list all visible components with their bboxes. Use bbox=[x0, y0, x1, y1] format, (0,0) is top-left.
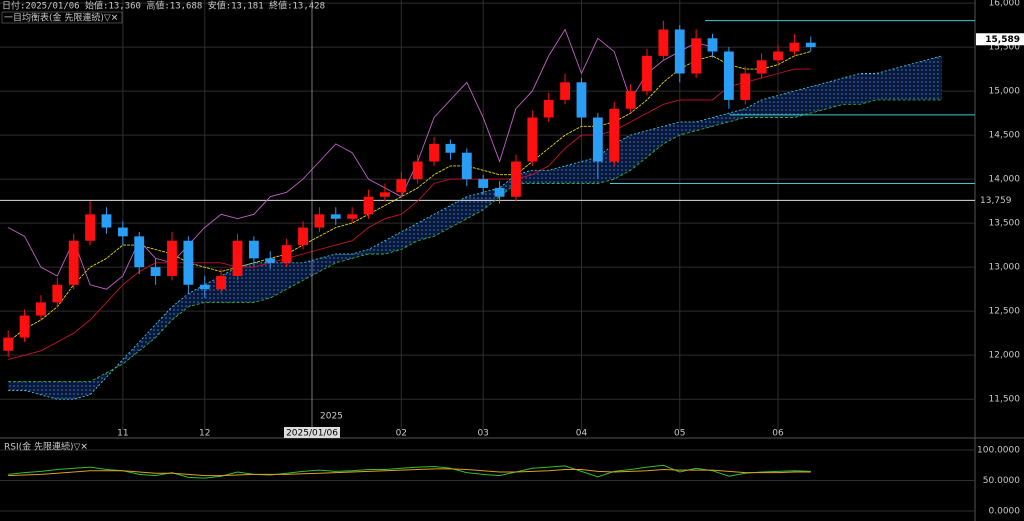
y-tick-label: 14,500 bbox=[989, 131, 1021, 141]
candle-body bbox=[412, 161, 423, 180]
y-tick-label: 14,000 bbox=[989, 175, 1021, 185]
candle-body bbox=[380, 192, 390, 197]
candle-body bbox=[543, 99, 554, 118]
candle-body bbox=[789, 42, 800, 52]
candle-body bbox=[36, 302, 46, 316]
indicator-line bbox=[8, 68, 811, 361]
candle-body bbox=[232, 240, 243, 276]
x-tick-label: 06 bbox=[772, 429, 784, 439]
candle-body bbox=[117, 227, 128, 237]
y-tick-label: 0.0000 bbox=[989, 507, 1021, 517]
y-tick-label: 16,000 bbox=[989, 0, 1021, 9]
candle-body bbox=[576, 82, 587, 118]
x-tick-label: 11 bbox=[117, 429, 128, 439]
candle-body bbox=[560, 82, 570, 100]
candle-body bbox=[461, 152, 472, 180]
candle-body bbox=[52, 284, 63, 303]
candle-body bbox=[658, 29, 669, 56]
cursor-box bbox=[284, 427, 340, 438]
candle-body bbox=[527, 117, 538, 162]
y-tick-label: 13,000 bbox=[989, 263, 1021, 273]
candle-body bbox=[363, 196, 374, 215]
rsi-pane: 0.0000 50.0000 100.0000 bbox=[0, 446, 1020, 517]
candle-body bbox=[183, 240, 194, 285]
x-tick-label: 02 bbox=[396, 429, 407, 439]
candle-body bbox=[642, 55, 652, 92]
candle-body bbox=[723, 51, 734, 100]
candle-body bbox=[674, 29, 685, 74]
candle-body bbox=[330, 214, 341, 219]
candle-body bbox=[592, 117, 603, 162]
candle-body bbox=[609, 108, 620, 162]
price-line-label: 13,759 bbox=[980, 196, 1012, 206]
info-text: 日付:2025/01/06 始値:13,360 高値:13,688 安値:13,… bbox=[2, 0, 325, 12]
candle-body bbox=[625, 91, 636, 109]
candle-body bbox=[478, 179, 489, 188]
candle-body bbox=[101, 214, 112, 228]
rsi-title[interactable]: RSI(金 先限連続)▽✕ bbox=[4, 441, 88, 453]
indicator-line bbox=[8, 99, 942, 383]
candle-body bbox=[199, 284, 210, 290]
x-tick-label: 12 bbox=[199, 429, 210, 439]
y-tick-label: 13,500 bbox=[989, 219, 1021, 229]
candle-body bbox=[19, 315, 30, 338]
candle-body bbox=[396, 179, 407, 193]
last-price-label: 15,589 bbox=[985, 35, 1020, 45]
year-label: 2025 bbox=[320, 412, 343, 422]
candle-body bbox=[248, 240, 259, 259]
candle-body bbox=[150, 267, 161, 276]
indicator-line bbox=[7, 28, 713, 290]
y-tick-label: 15,500 bbox=[989, 43, 1021, 53]
candle-body bbox=[85, 214, 95, 241]
rsi-line bbox=[8, 468, 811, 477]
candle-body bbox=[68, 240, 79, 285]
candle-body bbox=[707, 38, 718, 52]
candle-body bbox=[298, 227, 308, 246]
main-pane: 11,500 12,000 12,500 13,000 13,500 14,000 14,5… bbox=[0, 0, 1024, 439]
legend-box bbox=[1, 11, 123, 24]
candle-body bbox=[265, 258, 276, 263]
candle-body bbox=[134, 236, 145, 268]
candle-body bbox=[805, 42, 816, 48]
candle-body bbox=[347, 214, 358, 219]
candle-body bbox=[216, 275, 227, 290]
x-tick-label: 05 bbox=[674, 429, 685, 439]
candle-body bbox=[511, 161, 521, 197]
rsi-line bbox=[8, 464, 811, 479]
candle-body bbox=[773, 51, 783, 61]
candle-body bbox=[494, 187, 505, 197]
x-tick-label: 03 bbox=[477, 429, 488, 439]
candle-body bbox=[429, 143, 439, 162]
candle-body bbox=[167, 240, 177, 276]
candle-body bbox=[445, 143, 456, 153]
candle-body bbox=[281, 245, 292, 263]
candle-body bbox=[314, 214, 325, 228]
x-tick-label: 04 bbox=[576, 429, 588, 439]
y-tick-label: 50.0000 bbox=[983, 476, 1020, 486]
y-tick-label: 12,000 bbox=[989, 351, 1021, 361]
ichimoku-cloud bbox=[8, 55, 942, 400]
legend-text[interactable]: 一目均衡表(金 先限連続)▽✕ bbox=[4, 12, 118, 24]
y-tick-label: 15,000 bbox=[989, 87, 1021, 97]
candle-body bbox=[691, 38, 702, 74]
candle-body bbox=[740, 73, 751, 100]
y-tick-label: 12,500 bbox=[989, 307, 1021, 317]
candle-body bbox=[3, 337, 14, 351]
last-price-box bbox=[976, 33, 1024, 46]
y-tick-label: 11,500 bbox=[989, 395, 1021, 405]
cursor-label: 2025/01/06 bbox=[286, 429, 338, 439]
candle-body bbox=[756, 60, 767, 74]
y-tick-label: 100.0000 bbox=[977, 446, 1020, 456]
